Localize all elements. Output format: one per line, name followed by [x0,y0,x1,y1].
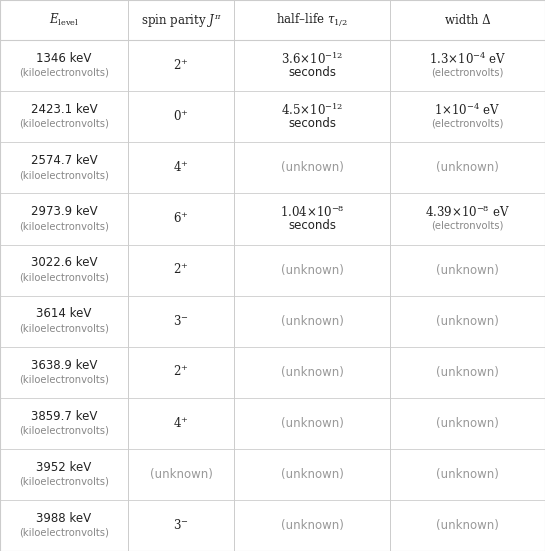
Text: 3614 keV: 3614 keV [37,307,92,321]
Text: 2973.9 keV: 2973.9 keV [31,206,98,218]
Text: 1.3×10$^{-4}$ eV: 1.3×10$^{-4}$ eV [428,51,506,67]
Text: 2$^{+}$: 2$^{+}$ [173,58,189,73]
Text: 0$^{+}$: 0$^{+}$ [173,110,189,124]
Text: half–life $\tau_{1/2}$: half–life $\tau_{1/2}$ [276,12,348,29]
Text: width Δ: width Δ [445,14,490,26]
Text: 4$^{+}$: 4$^{+}$ [173,416,189,430]
Text: (unknown): (unknown) [281,315,343,328]
Text: (kiloelectronvolts): (kiloelectronvolts) [19,119,109,129]
Text: 3952 keV: 3952 keV [37,461,92,474]
Text: 1.04×10$^{-8}$: 1.04×10$^{-8}$ [280,204,344,220]
Text: (unknown): (unknown) [436,366,499,379]
Text: 3859.7 keV: 3859.7 keV [31,409,97,423]
Text: 3$^{-}$: 3$^{-}$ [173,518,189,532]
Text: (unknown): (unknown) [436,263,499,277]
Text: seconds: seconds [288,66,336,79]
Text: seconds: seconds [288,117,336,130]
Text: 2$^{+}$: 2$^{+}$ [173,365,189,380]
Text: 2423.1 keV: 2423.1 keV [31,103,98,116]
Text: (kiloelectronvolts): (kiloelectronvolts) [19,170,109,180]
Text: 2574.7 keV: 2574.7 keV [31,154,98,168]
Text: (unknown): (unknown) [436,468,499,481]
Text: (kiloelectronvolts): (kiloelectronvolts) [19,272,109,282]
Text: (unknown): (unknown) [281,366,343,379]
Text: $E_{\rm level}$: $E_{\rm level}$ [49,12,79,28]
Text: (electronvolts): (electronvolts) [431,118,504,128]
Text: 3.6×10$^{-12}$: 3.6×10$^{-12}$ [281,51,343,67]
Text: 3638.9 keV: 3638.9 keV [31,359,97,371]
Text: 4.5×10$^{-12}$: 4.5×10$^{-12}$ [281,102,343,118]
Text: (kiloelectronvolts): (kiloelectronvolts) [19,528,109,538]
Text: 6$^{+}$: 6$^{+}$ [173,212,189,226]
Text: seconds: seconds [288,219,336,232]
Text: (unknown): (unknown) [281,519,343,532]
Text: (electronvolts): (electronvolts) [431,67,504,77]
Text: (kiloelectronvolts): (kiloelectronvolts) [19,425,109,435]
Text: 1346 keV: 1346 keV [37,52,92,65]
Text: (unknown): (unknown) [281,263,343,277]
Text: (unknown): (unknown) [436,519,499,532]
Text: (unknown): (unknown) [150,468,213,481]
Text: spin parity $J^{\pi}$: spin parity $J^{\pi}$ [141,12,222,29]
Text: (unknown): (unknown) [281,161,343,175]
Text: (kiloelectronvolts): (kiloelectronvolts) [19,323,109,333]
Text: (unknown): (unknown) [436,161,499,175]
Text: (electronvolts): (electronvolts) [431,220,504,231]
Text: 4$^{+}$: 4$^{+}$ [173,161,189,175]
Text: (unknown): (unknown) [436,315,499,328]
Text: 1×10$^{-4}$ eV: 1×10$^{-4}$ eV [434,102,500,118]
Text: (kiloelectronvolts): (kiloelectronvolts) [19,477,109,487]
Text: 3988 keV: 3988 keV [37,512,92,525]
Text: 4.39×10$^{-8}$ eV: 4.39×10$^{-8}$ eV [425,204,510,220]
Text: (unknown): (unknown) [436,417,499,430]
Text: (unknown): (unknown) [281,468,343,481]
Text: (kiloelectronvolts): (kiloelectronvolts) [19,68,109,78]
Text: 3022.6 keV: 3022.6 keV [31,256,98,269]
Text: 2$^{+}$: 2$^{+}$ [173,263,189,277]
Text: (kiloelectronvolts): (kiloelectronvolts) [19,374,109,385]
Text: (kiloelectronvolts): (kiloelectronvolts) [19,221,109,231]
Text: (unknown): (unknown) [281,417,343,430]
Text: 3$^{-}$: 3$^{-}$ [173,314,189,328]
